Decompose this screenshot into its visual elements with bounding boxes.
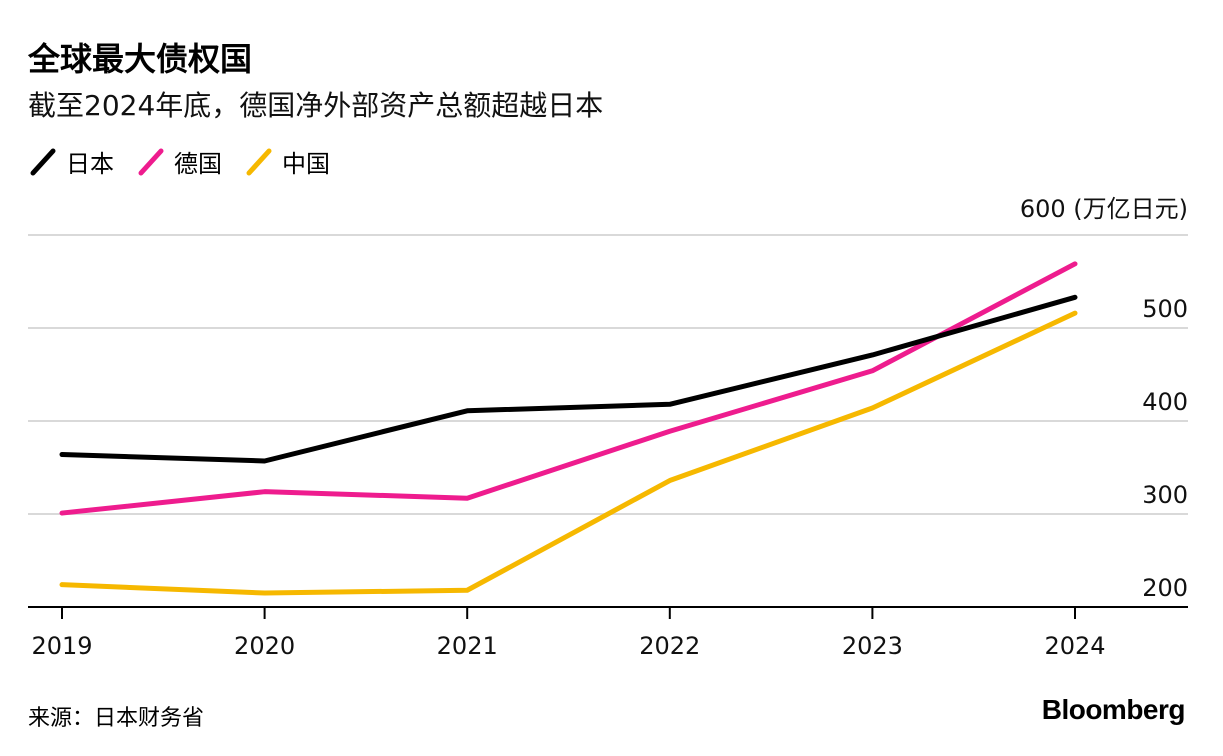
legend-label-germany: 德国 [174,150,222,178]
y-tick-label: 300 [1142,481,1188,509]
series-line-japan [59,294,1078,464]
legend-swatch-japan [30,148,56,175]
chart-subtitle: 截至2024年底，德国净外部资产总额超越日本 [28,89,604,122]
x-tick-label: 2024 [1044,632,1105,660]
legend-item-germany: 德国 [136,144,222,179]
legend-swatch-germany [138,148,164,175]
x-tick-label: 2023 [842,632,903,660]
series-line-china [59,310,1078,596]
legend-label-japan: 日本 [66,150,114,178]
legend-item-china: 中国 [244,144,330,179]
legend-swatch-line [138,148,164,175]
source-note: 来源：日本财务省 [28,706,205,731]
x-tick-label: 2020 [234,632,295,660]
chart-title: 全球最大债权国 [28,40,253,78]
legend-item-japan: 日本 [28,144,114,179]
y-tick-label: 200 [1142,574,1188,602]
x-tick-label: 2021 [437,632,498,660]
y-tick-label: 500 [1142,295,1188,323]
legend: 日本 德国 中国 [28,144,352,179]
x-tick-label: 2019 [31,632,92,660]
y-axis-unit-label: 600 (万亿日元) [1020,195,1188,223]
series-line-germany [59,261,1078,516]
x-tick-label: 2022 [639,632,700,660]
legend-swatch-line [30,148,56,175]
legend-swatch-china [246,148,272,175]
legend-swatch-line [246,148,272,175]
legend-label-china: 中国 [282,150,330,178]
bloomberg-logo: Bloomberg [1041,694,1186,725]
y-tick-label: 400 [1142,388,1188,416]
